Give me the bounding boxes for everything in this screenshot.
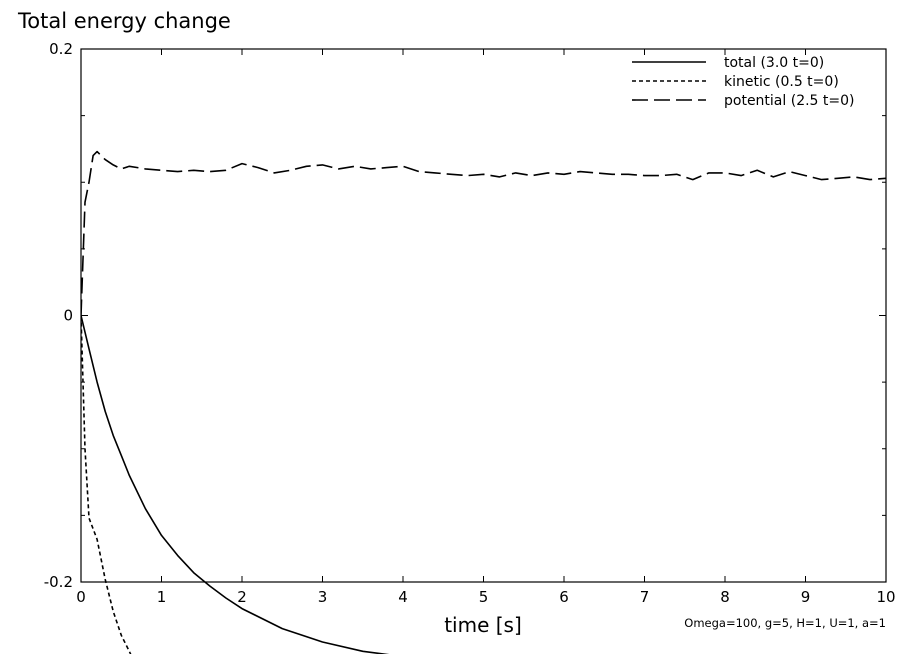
x-tick-label: 6 bbox=[559, 588, 569, 606]
series-line-longdash bbox=[81, 150, 886, 316]
x-axis-label: time [s] bbox=[444, 613, 522, 637]
x-tick-label: 2 bbox=[237, 588, 247, 606]
legend-label: total (3.0 t=0) bbox=[724, 55, 824, 71]
chart-title: Total energy change bbox=[17, 9, 231, 33]
x-tick-label: 1 bbox=[157, 588, 167, 606]
x-tick-label: 5 bbox=[479, 588, 489, 606]
x-tick-label: 10 bbox=[876, 588, 895, 606]
x-tick-label: 0 bbox=[76, 588, 86, 606]
plot-frame bbox=[80, 48, 887, 583]
series-line-solid bbox=[81, 315, 390, 654]
x-tick-label: 4 bbox=[398, 588, 408, 606]
legend-label: kinetic (0.5 t=0) bbox=[724, 74, 839, 90]
y-tick-label: -0.2 bbox=[44, 573, 73, 591]
x-tick-label: 7 bbox=[640, 588, 650, 606]
x-tick-label: 8 bbox=[720, 588, 730, 606]
y-tick-label: 0.2 bbox=[49, 40, 73, 58]
parameters-annotation: Omega=100, g=5, H=1, U=1, a=1 bbox=[684, 616, 886, 630]
series-line-dashed bbox=[81, 315, 132, 654]
y-tick-label: 0 bbox=[63, 307, 73, 325]
legend-label: potential (2.5 t=0) bbox=[724, 93, 855, 109]
x-tick-label: 9 bbox=[801, 588, 811, 606]
x-tick-label: 3 bbox=[318, 588, 328, 606]
